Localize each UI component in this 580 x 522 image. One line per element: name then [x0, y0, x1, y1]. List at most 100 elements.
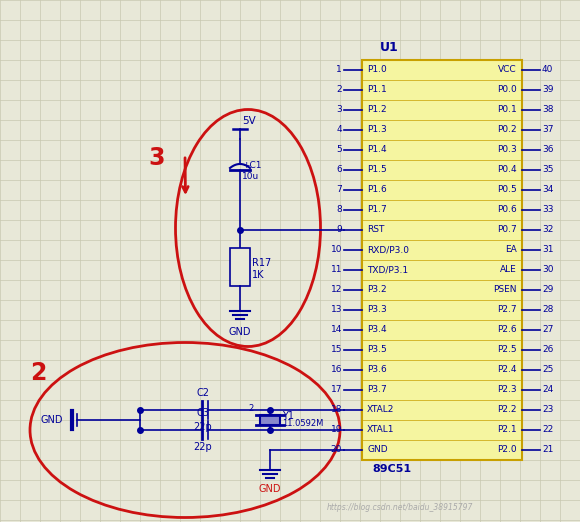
Text: P0.2: P0.2	[498, 125, 517, 135]
Text: TXD/P3.1: TXD/P3.1	[367, 266, 408, 275]
Text: P1.7: P1.7	[367, 206, 387, 215]
Text: 38: 38	[542, 105, 553, 114]
Text: EA: EA	[505, 245, 517, 255]
Text: XTAL1: XTAL1	[367, 425, 394, 434]
Text: 25: 25	[542, 365, 553, 374]
Text: C2: C2	[197, 388, 209, 398]
Bar	[362, 60, 522, 460]
Text: 1K: 1K	[252, 270, 264, 280]
Text: P0.6: P0.6	[497, 206, 517, 215]
Text: P0.5: P0.5	[497, 185, 517, 195]
Text: 37: 37	[542, 125, 553, 135]
Text: 28: 28	[542, 305, 553, 314]
Text: R17: R17	[252, 258, 271, 268]
Text: 12: 12	[331, 286, 342, 294]
Text: 10: 10	[331, 245, 342, 255]
Text: P1.0: P1.0	[367, 65, 387, 75]
Text: 18: 18	[331, 406, 342, 414]
Text: VCC: VCC	[498, 65, 517, 75]
Text: 89C51: 89C51	[372, 464, 411, 474]
Text: GND: GND	[259, 484, 281, 494]
Text: P3.5: P3.5	[367, 346, 387, 354]
Text: 16: 16	[331, 365, 342, 374]
Text: 14: 14	[331, 326, 342, 335]
Bar	[230, 248, 250, 286]
Text: 5V: 5V	[242, 116, 256, 126]
Text: 4: 4	[336, 125, 342, 135]
Text: 23: 23	[542, 406, 553, 414]
Text: 34: 34	[542, 185, 553, 195]
Text: GND: GND	[41, 415, 63, 425]
Text: U1: U1	[380, 41, 399, 54]
Text: 33: 33	[542, 206, 553, 215]
Text: 39: 39	[542, 86, 553, 94]
Text: 22p: 22p	[194, 442, 212, 452]
Text: 10u: 10u	[242, 172, 259, 181]
Text: 13: 13	[331, 305, 342, 314]
Text: P3.3: P3.3	[367, 305, 387, 314]
Text: P2.3: P2.3	[498, 386, 517, 395]
Text: P2.2: P2.2	[498, 406, 517, 414]
Text: PSEN: PSEN	[494, 286, 517, 294]
Text: 2: 2	[249, 404, 254, 413]
Text: P2.0: P2.0	[498, 445, 517, 455]
Text: P2.5: P2.5	[498, 346, 517, 354]
Text: 2: 2	[30, 361, 46, 385]
Text: 40: 40	[542, 65, 553, 75]
Text: 20: 20	[331, 445, 342, 455]
Text: 3: 3	[336, 105, 342, 114]
Text: 15: 15	[331, 346, 342, 354]
Text: 26: 26	[542, 346, 553, 354]
Text: RST: RST	[367, 226, 385, 234]
Text: P1.4: P1.4	[367, 146, 387, 155]
Text: 5: 5	[336, 146, 342, 155]
Text: 31: 31	[542, 245, 553, 255]
Text: +C1: +C1	[242, 161, 262, 171]
Text: P1.6: P1.6	[367, 185, 387, 195]
Text: 11.0592M: 11.0592M	[282, 420, 324, 429]
Text: P1.2: P1.2	[367, 105, 387, 114]
Text: P1.3: P1.3	[367, 125, 387, 135]
Text: P0.1: P0.1	[497, 105, 517, 114]
Text: 7: 7	[336, 185, 342, 195]
Text: P3.2: P3.2	[367, 286, 387, 294]
Text: 29: 29	[542, 286, 553, 294]
Text: https://blog.csdn.net/baidu_38915797: https://blog.csdn.net/baidu_38915797	[327, 503, 473, 512]
Text: P1.5: P1.5	[367, 165, 387, 174]
Text: 21: 21	[542, 445, 553, 455]
Text: P2.4: P2.4	[498, 365, 517, 374]
Text: 36: 36	[542, 146, 553, 155]
Text: P0.7: P0.7	[497, 226, 517, 234]
Text: 6: 6	[336, 165, 342, 174]
Text: 8: 8	[336, 206, 342, 215]
Text: 11: 11	[331, 266, 342, 275]
Text: 2: 2	[336, 86, 342, 94]
Text: P3.7: P3.7	[367, 386, 387, 395]
Bar	[260, 415, 280, 425]
Text: ALE: ALE	[500, 266, 517, 275]
Text: 35: 35	[542, 165, 553, 174]
Text: P1.1: P1.1	[367, 86, 387, 94]
Text: P3.4: P3.4	[367, 326, 387, 335]
Text: GND: GND	[229, 327, 251, 337]
Text: 3: 3	[148, 146, 165, 170]
Text: P0.3: P0.3	[497, 146, 517, 155]
Text: P0.4: P0.4	[498, 165, 517, 174]
Text: 1: 1	[336, 65, 342, 75]
Text: GND: GND	[367, 445, 387, 455]
Text: P2.7: P2.7	[498, 305, 517, 314]
Text: 22p: 22p	[194, 422, 212, 432]
Text: 32: 32	[542, 226, 553, 234]
Text: P0.0: P0.0	[497, 86, 517, 94]
Text: 19: 19	[331, 425, 342, 434]
Text: P2.6: P2.6	[498, 326, 517, 335]
Text: P3.6: P3.6	[367, 365, 387, 374]
Text: 27: 27	[542, 326, 553, 335]
Text: C3: C3	[197, 408, 209, 418]
Text: Y1: Y1	[282, 411, 294, 421]
Text: 9: 9	[336, 226, 342, 234]
Text: 30: 30	[542, 266, 553, 275]
Text: XTAL2: XTAL2	[367, 406, 394, 414]
Text: RXD/P3.0: RXD/P3.0	[367, 245, 409, 255]
Text: 24: 24	[542, 386, 553, 395]
